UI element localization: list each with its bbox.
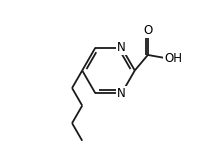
Text: N: N bbox=[117, 41, 126, 54]
Text: N: N bbox=[117, 87, 126, 100]
Text: OH: OH bbox=[164, 52, 182, 65]
Text: O: O bbox=[143, 24, 153, 37]
